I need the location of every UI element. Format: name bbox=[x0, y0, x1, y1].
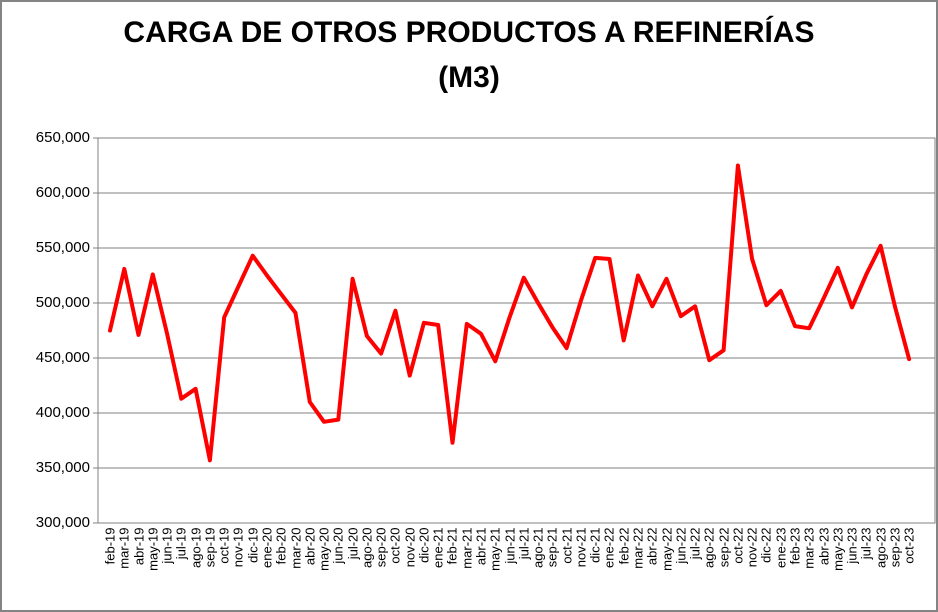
x-axis-tick-label: mar-23 bbox=[801, 527, 817, 569]
x-axis-tick-label: sep-22 bbox=[716, 527, 732, 568]
x-axis-tick-label: abr-22 bbox=[644, 527, 660, 566]
x-axis-tick-label: oct-19 bbox=[216, 527, 232, 564]
x-axis-tick-label: jun-19 bbox=[159, 527, 175, 564]
x-axis-tick-label: feb-20 bbox=[273, 527, 289, 565]
x-axis-tick-label: mar-19 bbox=[116, 527, 132, 569]
x-axis-tick-label: nov-21 bbox=[573, 527, 589, 568]
x-axis-tick-label: feb-21 bbox=[444, 527, 460, 565]
chart-title: CARGA DE OTROS PRODUCTOS A REFINERÍAS (M… bbox=[2, 10, 936, 100]
x-axis-tick-label: mar-22 bbox=[630, 527, 646, 569]
x-axis-tick-label: mar-21 bbox=[459, 527, 475, 569]
x-axis-tick-label: abr-19 bbox=[131, 527, 147, 566]
x-axis-tick-label: jul-20 bbox=[345, 527, 361, 560]
x-axis-tick-label: may-21 bbox=[487, 527, 503, 571]
x-axis-tick-label: jun-21 bbox=[502, 527, 518, 564]
chart-title-line2: (M3) bbox=[438, 61, 500, 94]
x-axis-tick-label: abr-20 bbox=[302, 527, 318, 566]
y-axis-tick-label: 600,000 bbox=[35, 184, 90, 201]
x-axis-tick-label: dic-20 bbox=[416, 527, 432, 563]
x-axis-tick-label: dic-21 bbox=[587, 527, 603, 563]
y-axis-tick-label: 550,000 bbox=[35, 239, 90, 256]
x-axis-tick-label: may-23 bbox=[830, 527, 846, 571]
x-axis-tick-label: may-22 bbox=[659, 527, 675, 571]
x-axis-tick-label: sep-20 bbox=[373, 527, 389, 568]
x-axis-tick-label: jul-23 bbox=[858, 527, 874, 560]
x-axis-tick-label: ene-21 bbox=[430, 527, 446, 568]
x-axis-tick-label: ago-21 bbox=[530, 527, 546, 568]
x-axis-tick-label: oct-23 bbox=[901, 527, 917, 564]
x-axis-tick-label: ago-23 bbox=[873, 527, 889, 568]
x-axis-tick-label: feb-22 bbox=[616, 527, 632, 565]
x-axis-tick-label: may-19 bbox=[145, 527, 161, 571]
data-series-line bbox=[108, 163, 912, 463]
x-axis-tick-label: ene-22 bbox=[601, 527, 617, 568]
x-axis-tick-label: sep-23 bbox=[887, 527, 903, 568]
x-axis-tick-label: abr-21 bbox=[473, 527, 489, 566]
x-axis-tick-label: nov-20 bbox=[402, 527, 418, 568]
x-axis-tick-label: jul-19 bbox=[173, 527, 189, 560]
plot-border bbox=[97, 137, 936, 524]
x-axis-tick-label: oct-20 bbox=[387, 527, 403, 564]
y-axis-tick-label: 500,000 bbox=[35, 294, 90, 311]
x-axis-tick-label: ago-20 bbox=[359, 527, 375, 568]
x-axis-tick-label: may-20 bbox=[316, 527, 332, 571]
x-axis-tick-label: mar-20 bbox=[288, 527, 303, 569]
x-axis-tick-label: ene-23 bbox=[773, 527, 789, 568]
x-axis-tick-label: sep-19 bbox=[202, 527, 218, 568]
x-axis-tick-label: dic-19 bbox=[245, 527, 261, 563]
x-axis-tick-label: dic-22 bbox=[758, 527, 774, 563]
x-axis-tick-label: feb-19 bbox=[102, 527, 118, 565]
x-axis-tick-label: jul-21 bbox=[516, 527, 532, 560]
x-axis-tick-label: nov-19 bbox=[230, 527, 246, 568]
x-axis-tick-label: oct-21 bbox=[559, 527, 575, 564]
x-axis-tick-label: nov-22 bbox=[744, 527, 760, 568]
x-axis-tick-label: sep-21 bbox=[544, 527, 560, 568]
y-axis-tick-label: 450,000 bbox=[35, 349, 90, 366]
x-axis-tick-label: oct-22 bbox=[730, 527, 746, 564]
y-axis-tick-label: 300,000 bbox=[35, 514, 90, 531]
x-axis-tick-label: abr-23 bbox=[816, 527, 831, 566]
x-axis-tick-label: jun-20 bbox=[330, 527, 346, 564]
x-axis-tick-label: ene-20 bbox=[259, 527, 275, 568]
y-axis-tick-label: 400,000 bbox=[35, 404, 90, 421]
x-axis-tick-label: feb-23 bbox=[787, 527, 803, 565]
y-axis-tick-label: 650,000 bbox=[35, 129, 90, 146]
y-axis-ticks bbox=[93, 137, 98, 524]
chart-title-line1: CARGA DE OTROS PRODUCTOS A REFINERÍAS bbox=[123, 16, 815, 49]
x-axis-tick-label: ago-19 bbox=[188, 527, 204, 568]
x-axis-tick-label: jul-22 bbox=[687, 527, 703, 560]
x-axis-tick-label: jun-23 bbox=[844, 527, 860, 564]
y-axis-tick-label: 350,000 bbox=[35, 459, 90, 476]
x-axis-tick-label: ago-22 bbox=[701, 527, 717, 568]
x-axis-tick-label: jun-22 bbox=[673, 527, 689, 564]
